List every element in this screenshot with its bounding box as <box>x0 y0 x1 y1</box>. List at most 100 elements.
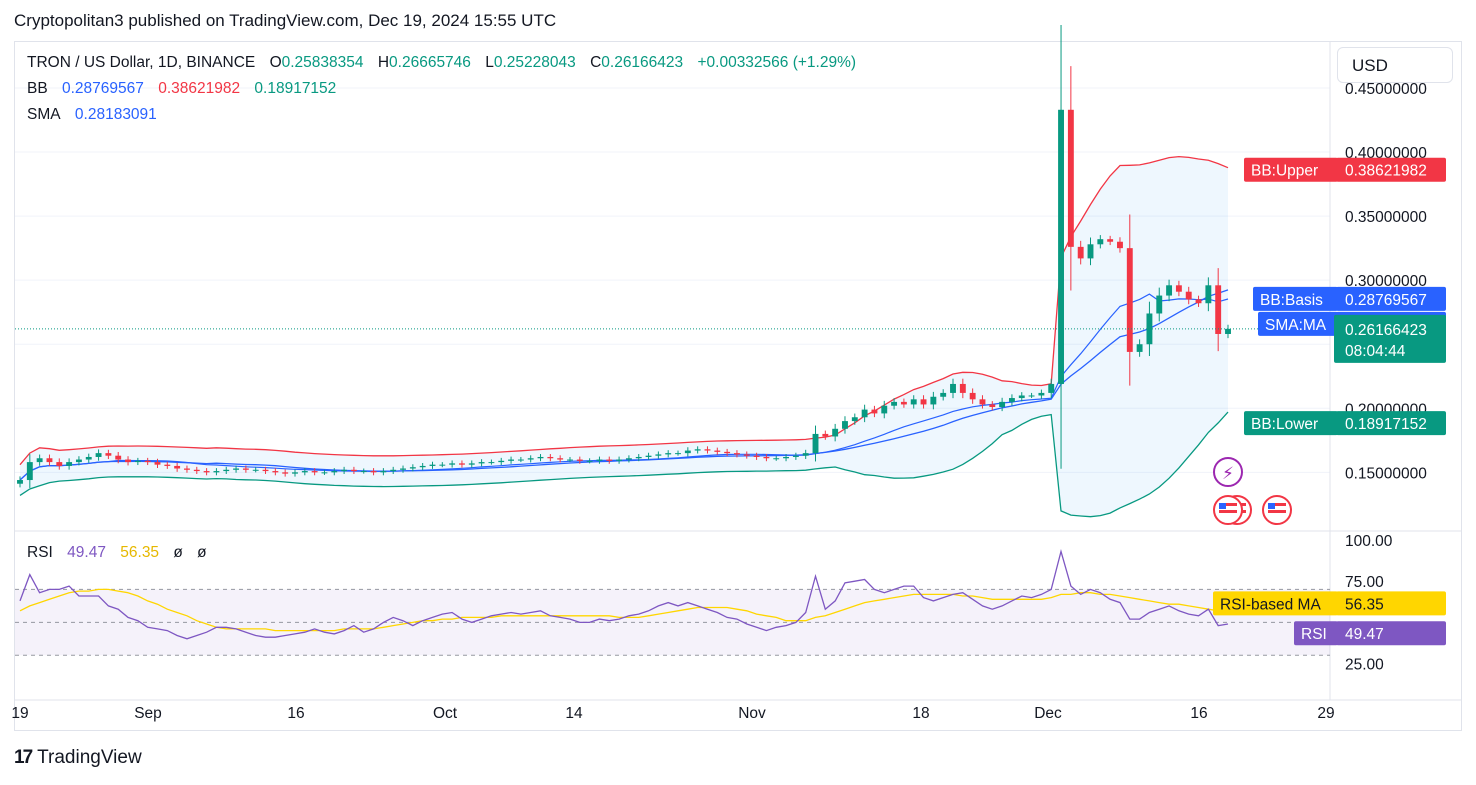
candle-body <box>743 454 750 456</box>
candle-body <box>537 456 544 459</box>
bb-basis-value: 0.28769567 <box>62 80 144 97</box>
bb-basis-tag: BB:Basis 0.28769567 <box>1253 286 1446 311</box>
candle-body <box>547 456 554 459</box>
candle-body <box>105 453 112 456</box>
sma-legend: SMA 0.28183091 <box>27 106 160 124</box>
rsi-value: 49.47 <box>67 544 106 561</box>
tag-value-box <box>1336 286 1446 311</box>
candle-body <box>272 471 279 473</box>
candle-body <box>1117 241 1123 249</box>
candle-body <box>184 468 190 470</box>
candle-body <box>1126 248 1133 352</box>
rsi-tick-label: 25.00 <box>1345 657 1384 674</box>
tag-value-text: 0.18917152 <box>1345 416 1427 433</box>
candle-body <box>262 469 269 472</box>
candle-body <box>331 471 338 473</box>
bb-upper-value: 0.38621982 <box>158 80 241 97</box>
price-tick-label: 0.45000000 <box>1345 81 1427 98</box>
currency-button[interactable]: USD <box>1337 47 1453 83</box>
footer-brand[interactable]: 17 TradingView <box>14 747 142 769</box>
candle-body <box>1008 398 1015 402</box>
tag-value-box <box>1336 621 1446 646</box>
candle-body <box>606 459 613 461</box>
candle-body <box>203 471 210 473</box>
price-tick-label: 0.35000000 <box>1345 209 1427 226</box>
time-tick-label: Oct <box>433 705 458 722</box>
low-value: 0.25228043 <box>493 54 576 71</box>
candle-body <box>252 469 259 471</box>
brand-name: TradingView <box>37 747 142 768</box>
candle-body <box>1107 239 1114 242</box>
candle-body <box>144 460 151 463</box>
candle-body <box>321 472 328 474</box>
tag-value-text: 49.47 <box>1345 626 1384 643</box>
symbol-legend: TRON / US Dollar, 1D, BINANCE O0.2583835… <box>27 54 859 72</box>
candle-body <box>213 471 220 473</box>
candle-body <box>449 463 456 465</box>
candle-body <box>1185 291 1192 300</box>
candle-body <box>792 455 799 457</box>
chart-frame[interactable] <box>14 41 1462 731</box>
candle-body <box>174 465 181 469</box>
candle-body <box>134 460 141 463</box>
bb-label: BB <box>27 80 48 97</box>
rsi-extra-2: ø <box>197 544 207 561</box>
candle-body <box>478 462 485 464</box>
candle-body <box>419 465 426 468</box>
candle-body <box>380 471 387 473</box>
rsi-extra-1: ø <box>173 544 183 561</box>
rsi-line <box>19 549 1229 640</box>
low-label: L <box>485 54 494 71</box>
flag-stripe <box>1268 503 1286 506</box>
candle-body <box>233 468 240 470</box>
candle-body <box>1077 246 1084 259</box>
tag-value-box <box>1336 157 1446 182</box>
candle-body <box>95 453 102 457</box>
candle-body <box>891 401 898 406</box>
candle-body <box>694 449 701 451</box>
tag-label-box <box>1294 621 1338 646</box>
open-label: O <box>269 54 282 71</box>
bb-lower-line <box>19 411 1229 518</box>
bb-lower-tag: BB:Lower 0.18917152 <box>1244 411 1446 436</box>
time-tick-label: 14 <box>565 705 583 722</box>
tag-value-text: 0.28769567 <box>1345 292 1427 309</box>
candle-body <box>576 459 583 461</box>
candle-body <box>635 456 642 459</box>
candle-body <box>979 399 986 405</box>
high-label: H <box>377 54 390 71</box>
flag-stripe <box>1268 510 1286 513</box>
candle-body <box>900 401 907 405</box>
candle-body <box>1058 109 1064 384</box>
candle-body <box>733 453 740 455</box>
candle-body <box>459 463 465 465</box>
candle-body <box>567 459 573 461</box>
flag-canton <box>1268 503 1275 509</box>
candle-body <box>920 399 927 405</box>
candle-body <box>527 458 534 460</box>
candle-body <box>783 456 789 459</box>
close-value: 0.26166423 <box>601 54 684 71</box>
candle-body <box>1067 109 1074 247</box>
flag-canton <box>1219 503 1226 509</box>
rsi-ma-value: 56.35 <box>120 544 160 561</box>
time-tick-label: 16 <box>287 705 304 722</box>
rsi-label: RSI <box>27 544 53 561</box>
candle-body <box>596 459 603 461</box>
candle-body <box>17 480 23 484</box>
candle-body <box>66 462 73 466</box>
bb-band-fill <box>20 156 1228 517</box>
rsi-legend: RSI 49.47 56.35 ø ø <box>27 544 210 562</box>
lightning-glyph: ⚡ <box>1222 464 1234 483</box>
candle-body <box>959 383 966 393</box>
bb-basis-line <box>19 289 1229 481</box>
candle-body <box>400 468 406 470</box>
candle-body <box>1048 383 1055 393</box>
sma-label: SMA <box>27 106 61 123</box>
tag-label-text: BB:Basis <box>1260 292 1323 309</box>
candle-body <box>1097 239 1104 245</box>
candle-body <box>704 449 711 451</box>
candle-body <box>390 469 397 472</box>
sma-value: 0.28183091 <box>74 106 157 123</box>
